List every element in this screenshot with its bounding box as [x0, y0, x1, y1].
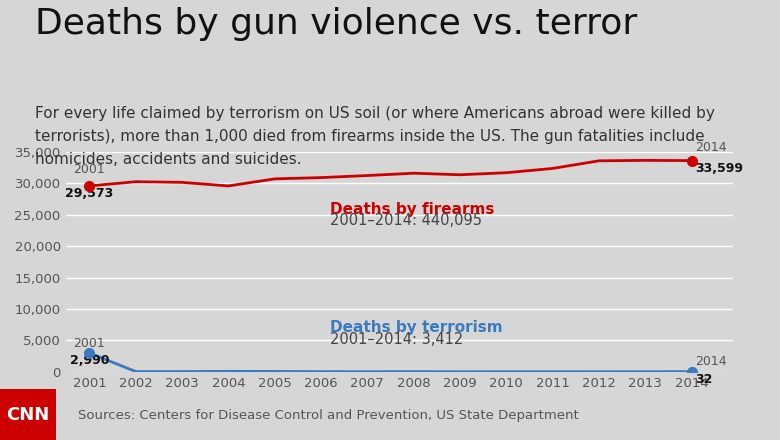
Text: 29,573: 29,573 [66, 187, 114, 200]
Text: 32: 32 [695, 373, 713, 386]
Text: 2001–2014: 440,095: 2001–2014: 440,095 [330, 213, 482, 228]
Text: 2001: 2001 [73, 337, 105, 350]
Text: 2001–2014: 3,412: 2001–2014: 3,412 [330, 332, 463, 347]
Text: 2001: 2001 [73, 164, 105, 176]
Text: Sources: Centers for Disease Control and Prevention, US State Department: Sources: Centers for Disease Control and… [78, 409, 579, 422]
Text: 2,990: 2,990 [69, 354, 109, 367]
Text: Deaths by gun violence vs. terror: Deaths by gun violence vs. terror [35, 7, 637, 40]
Text: 2014: 2014 [695, 356, 727, 368]
Text: For every life claimed by terrorism on US soil (or where Americans abroad were k: For every life claimed by terrorism on U… [35, 106, 715, 121]
Text: 2014: 2014 [695, 141, 727, 154]
Text: CNN: CNN [6, 406, 50, 424]
Text: Deaths by firearms: Deaths by firearms [330, 202, 495, 217]
Text: homicides, accidents and suicides.: homicides, accidents and suicides. [35, 152, 302, 167]
Text: Deaths by terrorism: Deaths by terrorism [330, 320, 503, 335]
Text: terrorists), more than 1,000 died from firearms inside the US. The gun fatalitie: terrorists), more than 1,000 died from f… [35, 129, 704, 144]
Text: 33,599: 33,599 [695, 162, 743, 175]
